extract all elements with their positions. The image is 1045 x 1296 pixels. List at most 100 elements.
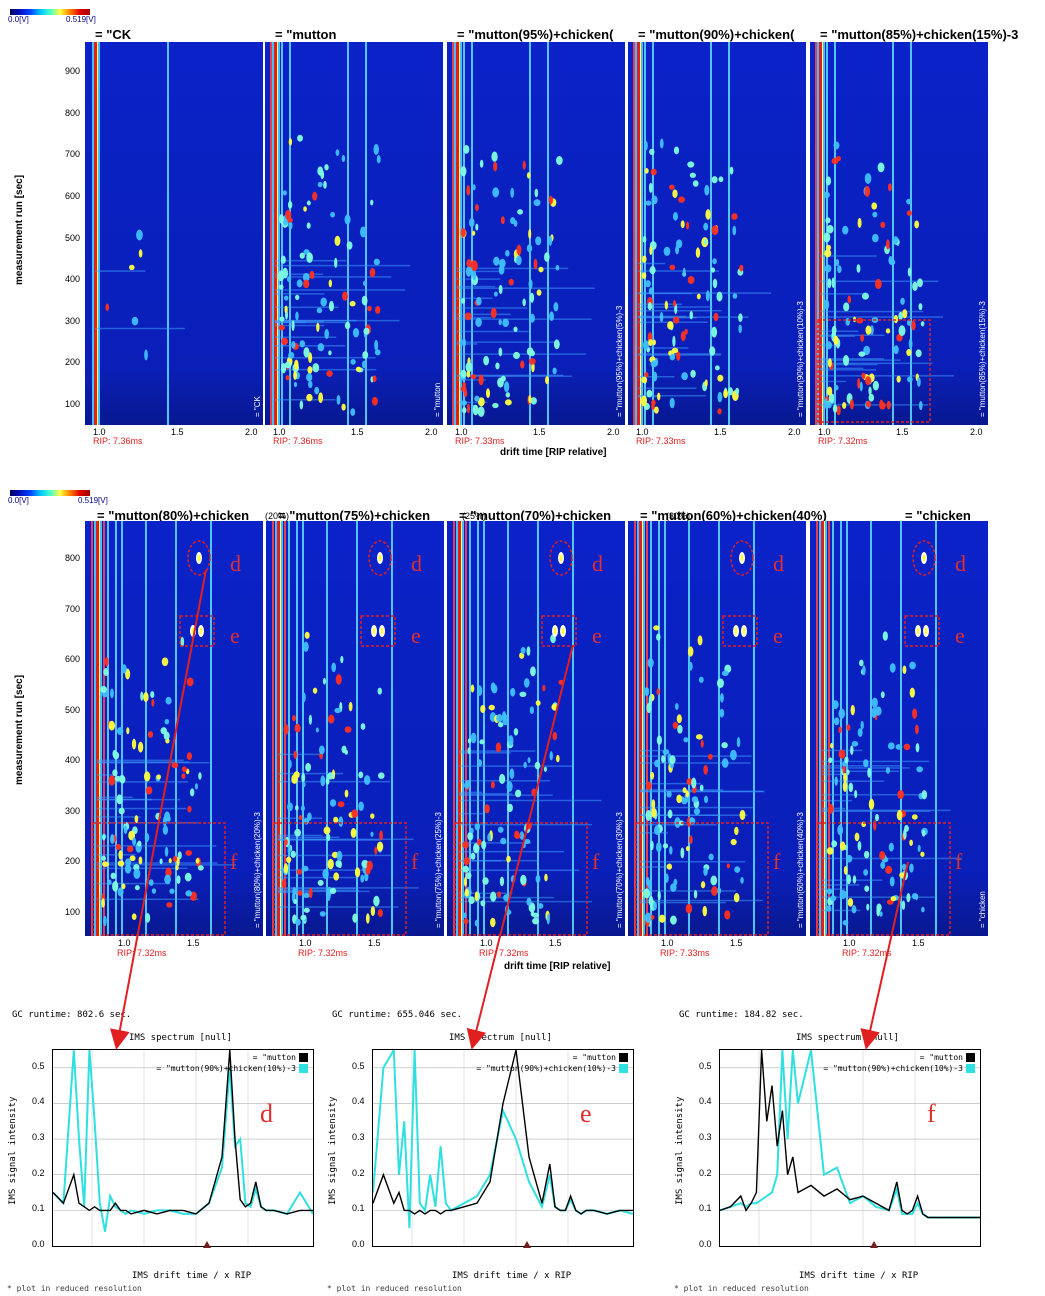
peak-spot [732, 225, 737, 236]
peak-spot [691, 796, 699, 803]
streak-4 [356, 521, 358, 936]
row2-rip-1: RIP: 7.32ms [298, 948, 348, 958]
red-streak-0 [272, 521, 274, 936]
spectrum-2-ytick-3: 0.2 [699, 1167, 712, 1178]
peak-spot [118, 807, 125, 815]
peak-spot [303, 279, 310, 289]
spectrum-1-plot [372, 1046, 634, 1247]
peak-spot [700, 881, 706, 889]
row2-title-3: = "mutton(60%)+chicken(40%) [640, 508, 827, 523]
row-band [97, 816, 141, 818]
peak-spot [137, 840, 142, 847]
peak-spot [526, 244, 533, 253]
rip-edge [97, 42, 98, 425]
row1-ytick-7: 200 [64, 357, 80, 368]
row1-ytick-4: 500 [64, 232, 80, 243]
peak-spot [473, 844, 480, 852]
peak-spot [857, 378, 861, 389]
peak-spot [370, 831, 374, 837]
peak-spot [305, 762, 312, 772]
peak-spot [144, 833, 150, 842]
streak-1 [115, 521, 117, 936]
legend-label: = "mutton(90%)+chicken(10%)-3 [823, 1064, 963, 1073]
row2-xtick-3-1: 1.5 [730, 938, 743, 948]
spectrum-1-legend-0: = "mutton [573, 1053, 628, 1062]
peak-spot [826, 847, 834, 855]
marker-spot-core-2 [199, 627, 203, 635]
peak-spot [687, 275, 695, 285]
peak-spot [687, 161, 695, 168]
peak-spot [824, 264, 832, 273]
peak-spot [293, 381, 298, 388]
peak-spot [871, 202, 878, 210]
peak-spot [361, 360, 367, 369]
row-band [820, 255, 877, 257]
peak-spot [646, 702, 652, 714]
peak-spot [102, 833, 106, 841]
peak-spot [302, 272, 310, 282]
peak-spot [716, 887, 722, 894]
peak-spot [696, 293, 701, 300]
peak-spot [919, 400, 923, 411]
peak-spot [543, 766, 547, 772]
peak-spot [323, 826, 331, 835]
peak-spot [713, 312, 719, 322]
peak-spot [533, 199, 541, 207]
peak-spot [912, 708, 918, 719]
peak-spot [504, 399, 512, 406]
row1-xtick-3-1: 1.5 [714, 427, 727, 437]
peak-spot [888, 842, 894, 852]
peak-spot [475, 317, 482, 327]
peak-spot [522, 160, 526, 170]
peak-spot [303, 907, 310, 913]
peak-spot [918, 303, 923, 311]
red-streak-1 [465, 521, 467, 936]
red-streak-0 [452, 42, 454, 425]
peak-spot [476, 296, 482, 306]
peak-spot [711, 225, 719, 236]
spectrum-2-marker [869, 1241, 878, 1248]
peak-spot [466, 370, 471, 378]
peak-spot [163, 731, 170, 740]
peak-spot [508, 278, 514, 286]
peak-spot [549, 751, 553, 761]
marker-spot-core-1 [916, 627, 920, 635]
row1-rip-0: RIP: 7.36ms [93, 436, 143, 446]
peak-spot [734, 866, 741, 873]
peak-spot [914, 724, 919, 735]
row-band [820, 310, 924, 313]
peak-spot [507, 803, 513, 813]
peak-spot [475, 223, 479, 231]
rip-edge [459, 42, 460, 425]
row-band [278, 889, 360, 892]
rip-edge [642, 521, 643, 936]
marker-spot-core-2 [380, 627, 384, 635]
peak-spot [640, 395, 648, 407]
peak-spot [641, 255, 647, 263]
peak-spot [656, 688, 660, 696]
spectrum-1-ytick-0: 0.5 [352, 1060, 365, 1071]
peak-spot [151, 699, 155, 707]
peak-spot [921, 906, 925, 913]
peak-spot [121, 664, 127, 674]
peak-spot [716, 291, 723, 302]
peak-spot [889, 259, 896, 266]
peak-spot [889, 876, 895, 887]
row-band [97, 759, 184, 762]
streak-3 [326, 521, 328, 936]
row2-title-1: = "mutton(75%)+chicken [278, 508, 431, 523]
peak-spot [278, 284, 284, 290]
row-band [457, 316, 492, 319]
marker-spot-core-2 [561, 627, 565, 635]
rip-edge [824, 521, 825, 936]
peak-spot [472, 270, 477, 281]
rip-edge [640, 42, 641, 425]
peak-spot [552, 731, 558, 741]
peak-spot [128, 264, 135, 271]
spectrum-0-ytick-2: 0.3 [32, 1132, 45, 1143]
peak-spot [295, 294, 300, 300]
peak-spot [462, 865, 470, 873]
row2-xtick-1-0: 1.0 [299, 938, 312, 948]
peak-spot [161, 657, 169, 667]
peak-spot [703, 867, 708, 876]
